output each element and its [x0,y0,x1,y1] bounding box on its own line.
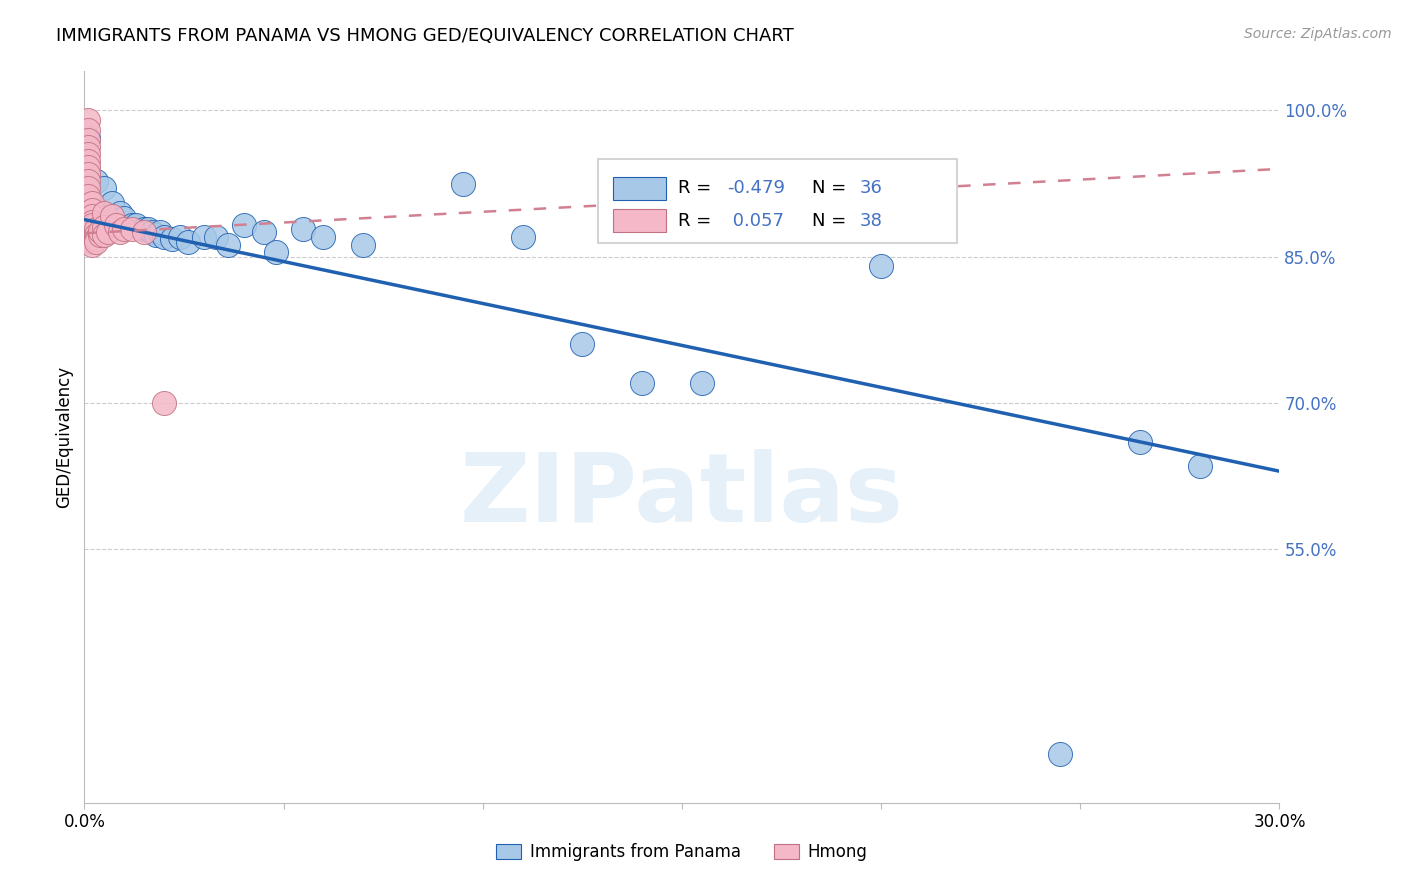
Point [93,228,115,243]
Point [82,230,104,244]
Point [512,230,534,244]
Text: 36: 36 [860,179,883,197]
Point [264,244,287,259]
Text: R =: R = [678,179,717,197]
Point [82,219,104,233]
Point [451,177,474,191]
Text: Source: ZipAtlas.com: Source: ZipAtlas.com [1244,27,1392,41]
Point [86,222,108,236]
Text: 38: 38 [860,211,883,229]
Point [93,206,115,220]
Point [77,140,100,154]
Point [571,337,593,351]
Point [77,160,100,174]
Point [77,133,100,147]
Text: 0.057: 0.057 [727,211,785,229]
Point [93,181,115,195]
Point [77,167,100,181]
Point [82,196,104,211]
Point [110,206,132,220]
Point [86,232,108,246]
Point [690,376,713,391]
Point [77,113,100,128]
Point [110,225,132,239]
Point [77,181,100,195]
Point [89,228,111,243]
Point [77,173,100,187]
Point [193,230,215,244]
Point [149,225,172,239]
Point [93,220,115,235]
Point [112,222,135,236]
Point [82,220,104,235]
Point [89,224,111,238]
Point [205,230,228,244]
Point [177,235,200,249]
Text: -0.479: -0.479 [727,179,786,197]
Point [160,232,183,246]
Point [121,222,143,236]
Point [101,209,124,223]
Point [101,196,124,211]
Y-axis label: GED/Equivalency: GED/Equivalency [55,366,73,508]
Point [1129,434,1152,449]
Point [121,219,143,233]
Point [153,396,176,410]
Point [86,235,108,249]
Point [731,222,754,236]
Point [77,123,100,137]
Point [77,189,100,203]
Point [136,222,159,236]
Point [132,225,156,239]
Point [77,154,100,169]
Point [132,222,156,236]
Point [82,225,104,239]
Text: N =: N = [813,211,852,229]
Point [77,130,100,145]
Text: ZIPatlas: ZIPatlas [460,449,904,542]
Point [86,173,108,187]
Point [169,230,191,244]
Point [105,219,128,233]
Point [82,214,104,228]
Legend: Immigrants from Panama, Hmong: Immigrants from Panama, Hmong [489,837,875,868]
Text: IMMIGRANTS FROM PANAMA VS HMONG GED/EQUIVALENCY CORRELATION CHART: IMMIGRANTS FROM PANAMA VS HMONG GED/EQUI… [56,27,794,45]
Point [631,376,654,391]
Point [1049,747,1071,761]
Point [112,211,135,225]
Point [292,222,315,236]
Point [1188,459,1211,474]
FancyBboxPatch shape [613,177,666,200]
Point [82,202,104,217]
Text: R =: R = [678,211,717,229]
Point [86,228,108,243]
Point [97,225,120,239]
Point [217,238,239,252]
Point [82,209,104,223]
FancyBboxPatch shape [613,209,666,232]
Point [352,238,374,252]
Point [153,230,176,244]
Point [77,147,100,161]
Point [82,235,104,249]
Point [232,219,254,233]
Point [82,238,104,252]
Point [253,225,276,239]
Point [141,225,163,239]
Point [312,230,335,244]
FancyBboxPatch shape [599,159,957,244]
Point [145,228,167,243]
Point [870,260,893,274]
Text: N =: N = [813,179,852,197]
Point [125,219,148,233]
